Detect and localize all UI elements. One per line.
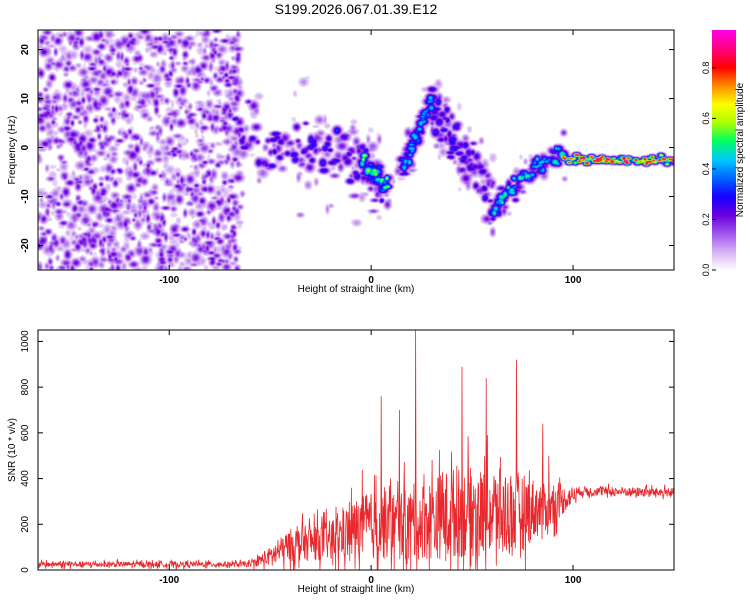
snr-frame [37, 329, 675, 571]
snr-y-tick-label: 0 [20, 567, 31, 573]
colorbar-tick-label: 0.8 [701, 62, 711, 75]
spectrogram-y-tick-label: -20 [20, 238, 31, 253]
spectrogram-plot-area [38, 30, 674, 270]
spectrogram-x-tick-label: -100 [159, 275, 179, 286]
colorbar: 0.0 0.2 0.4 0.6 0.8 Normalized spectral ampl… [701, 30, 746, 276]
colorbar-tick-label: 0.6 [701, 112, 711, 125]
snr-x-tick-label: 100 [565, 575, 582, 586]
snr-y-tick-label: 1000 [20, 330, 31, 353]
colorbar-tick-label: 0.0 [701, 264, 711, 277]
snr-x-ticks: -100 0 100 [159, 330, 582, 586]
snr-y-axis-label: SNR (10 * v/v) [7, 418, 18, 482]
spectrogram-x-ticks: -100 0 100 [159, 30, 582, 286]
colorbar-tick-label: 0.4 [701, 163, 711, 176]
snr-x-tick-label: 0 [368, 575, 374, 586]
snr-panel: -100 0 100 0 200 400 600 800 1000 Height of str… [7, 329, 675, 595]
spectrogram-y-tick-label: 0 [20, 144, 31, 150]
spectrogram-heatmap [38, 30, 674, 270]
snr-y-ticks: 0 200 400 600 800 1000 [20, 330, 674, 573]
snr-x-axis-label: Height of straight line (km) [298, 584, 415, 595]
snr-y-tick-label: 400 [20, 470, 31, 487]
snr-y-tick-label: 200 [20, 516, 31, 533]
spectrogram-y-tick-label: 10 [20, 93, 31, 105]
spectrogram-y-axis-label: Frequency (Hz) [7, 116, 18, 185]
chart-title: S199.2026.067.01.39.E12 [275, 1, 438, 17]
snr-x-tick-label: -100 [159, 575, 179, 586]
colorbar-ticks: 0.0 0.2 0.4 0.6 0.8 [701, 62, 716, 277]
snr-series-line [37, 329, 675, 571]
snr-y-tick-label: 800 [20, 378, 31, 395]
spectrogram-y-tick-label: -10 [20, 189, 31, 204]
colorbar-gradient [712, 30, 736, 270]
spectrogram-frame [37, 29, 675, 271]
spectrogram-y-ticks: -20 -10 0 10 20 [20, 44, 674, 253]
spectrogram-y-tick-label: 20 [20, 44, 31, 56]
colorbar-tick-label: 0.2 [701, 213, 711, 226]
snr-y-tick-label: 600 [20, 424, 31, 441]
colorbar-label: Normalized spectral amplitude [735, 82, 746, 217]
spectrogram-x-tick-label: 0 [368, 275, 374, 286]
spectrogram-x-tick-label: 100 [565, 275, 582, 286]
spectrogram-x-axis-label: Height of straight line (km) [298, 284, 415, 295]
